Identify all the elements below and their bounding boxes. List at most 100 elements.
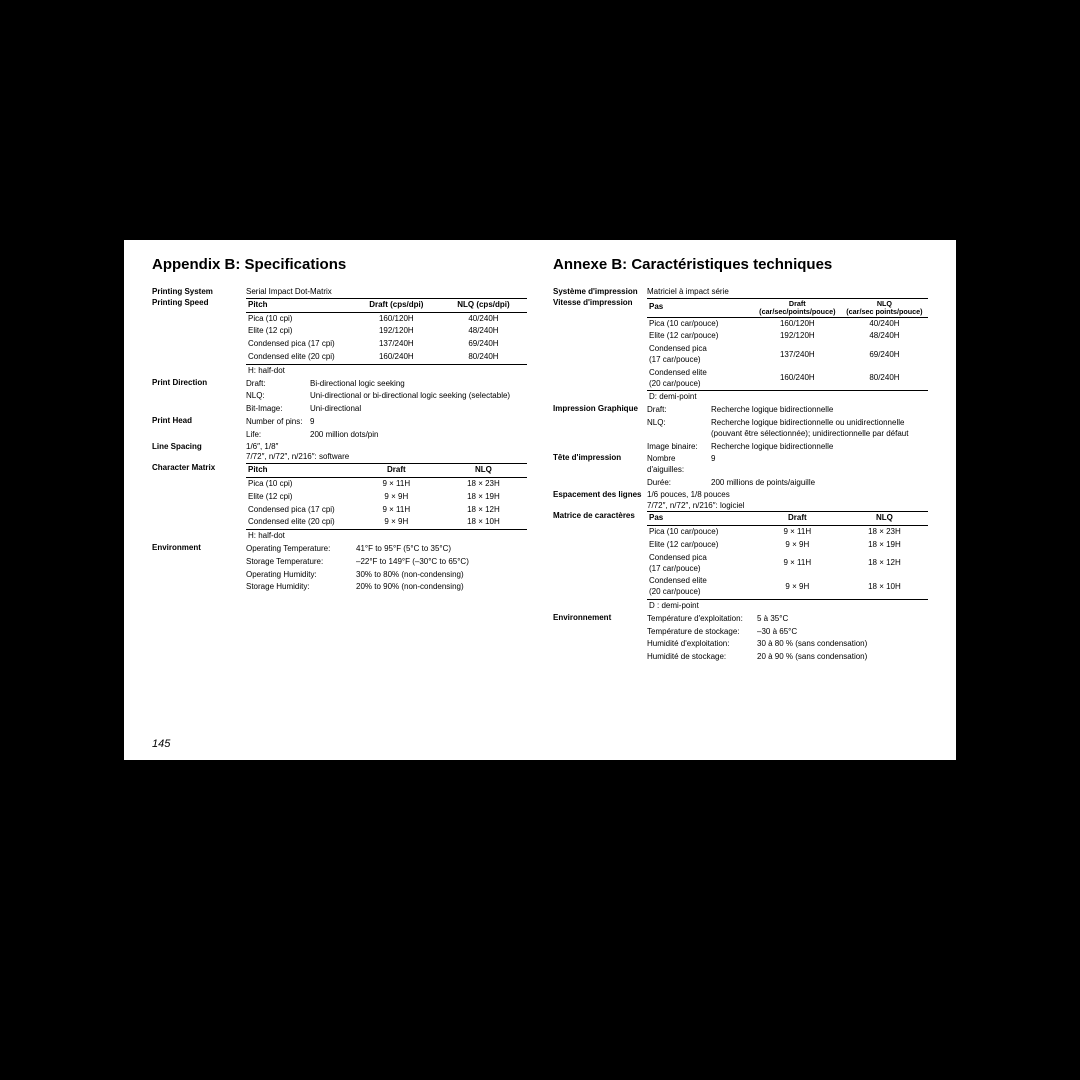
cell: 69/240H	[841, 343, 928, 367]
kv-right-head: Nombre d'aiguilles:9Durée:200 millions d…	[647, 453, 928, 489]
label: Printing Speed	[152, 298, 246, 378]
table-row: Condensed pica(17 car/pouce)9 × 11H18 × …	[647, 552, 928, 576]
table-row: Pica (10 car/pouce)160/120H40/240H	[647, 317, 928, 330]
kv-row: Nombre d'aiguilles:9	[647, 453, 928, 477]
right-column: Annexe B: Caractéristiques techniques Sy…	[553, 256, 928, 664]
kv-row: Draft:Bi-directional logic seeking	[246, 378, 527, 391]
cell: 137/240H	[353, 338, 440, 351]
page: Appendix B: Specifications Printing Syst…	[124, 240, 956, 760]
cell: Condensed pica (17 cpi)	[246, 338, 353, 351]
cell: 9 × 11H	[754, 552, 841, 576]
kv-row: Number of pins:9	[246, 416, 527, 429]
cell: Condensed pica (17 cpi)	[246, 504, 353, 517]
th: NLQ (cps/dpi)	[440, 298, 527, 312]
th: Pitch	[246, 298, 353, 312]
note: H: half-dot	[246, 530, 527, 543]
value: 5 à 35°C	[757, 614, 928, 625]
tbody-right-char: Pica (10 car/pouce)9 × 11H18 × 23HElite …	[647, 526, 928, 600]
cell: Pica (10 car/pouce)	[647, 526, 754, 539]
table-printing-speed: Pitch Draft (cps/dpi) NLQ (cps/dpi) Pica…	[246, 298, 527, 378]
cell: Condensed pica(17 car/pouce)	[647, 552, 754, 576]
line2: 7/72″, n/72″, n/216″: logiciel	[647, 501, 928, 512]
value: 1/6″, 1/8″ 7/72″, n/72″, n/216″: softwar…	[246, 442, 527, 464]
label: Environment	[152, 543, 246, 594]
cell: 18 × 19H	[841, 539, 928, 552]
cell: 48/240H	[841, 330, 928, 343]
value: 200 millions de points/aiguille	[711, 478, 928, 489]
key: Life:	[246, 430, 310, 441]
cell: 9 × 9H	[754, 575, 841, 599]
label: Printing System	[152, 287, 246, 298]
table-row: Condensed elite (20 cpi)9 × 9H18 × 10H	[246, 516, 527, 529]
table-row: Condensed pica(17 car/pouce)137/240H69/2…	[647, 343, 928, 367]
kv-left-head: Number of pins:9Life:200 million dots/pi…	[246, 416, 527, 442]
table-row: Elite (12 cpi)9 × 9H18 × 19H	[246, 491, 527, 504]
cell: 18 × 12H	[841, 552, 928, 576]
key: NLQ:	[246, 391, 310, 402]
kv-row: Storage Temperature:–22°F to 149°F (–30°…	[246, 556, 527, 569]
th: Pas	[647, 298, 754, 317]
cell: Condensed elite (20 cpi)	[246, 351, 353, 364]
value: 200 million dots/pin	[310, 430, 527, 441]
key: NLQ:	[647, 418, 711, 440]
row-printing-speed: Printing Speed Pitch Draft (cps/dpi) NLQ…	[152, 298, 527, 378]
cell: 137/240H	[754, 343, 841, 367]
kv-left-dir: Draft:Bi-directional logic seekingNLQ:Un…	[246, 378, 527, 416]
cell: 9 × 9H	[353, 491, 440, 504]
row-line-spacing: Espacement des lignes 1/6 pouces, 1/8 po…	[553, 490, 928, 512]
key: Température de stockage:	[647, 627, 757, 638]
row-line-spacing: Line Spacing 1/6″, 1/8″ 7/72″, n/72″, n/…	[152, 442, 527, 464]
label: Tête d'impression	[553, 453, 647, 489]
row-environment: Environnement Température d'exploitation…	[553, 613, 928, 664]
table-char-matrix: Pas Draft NLQ Pica (10 car/pouce)9 × 11H…	[647, 511, 928, 612]
th: NLQ	[841, 512, 928, 526]
table-row: Pica (10 car/pouce)9 × 11H18 × 23H	[647, 526, 928, 539]
row-printing-system: Système d'impression Matriciel à impact …	[553, 287, 928, 298]
th: Draft (cps/dpi)	[353, 298, 440, 312]
cell: Elite (12 car/pouce)	[647, 330, 754, 343]
speed-table: Pas Draft(car/sec/points/pouce) NLQ(car/…	[647, 298, 928, 392]
hdr-draft: Draft(car/sec/points/pouce)	[756, 300, 839, 316]
kv-row: Life:200 million dots/pin	[246, 429, 527, 442]
speed-table: Pitch Draft (cps/dpi) NLQ (cps/dpi) Pica…	[246, 298, 527, 365]
value: –30 à 65°C	[757, 627, 928, 638]
value: 9	[310, 417, 527, 428]
cell: 160/240H	[754, 367, 841, 391]
cell: 160/240H	[353, 351, 440, 364]
label: Vitesse d'impression	[553, 298, 647, 404]
label: Print Head	[152, 416, 246, 442]
cell: 9 × 11H	[353, 477, 440, 490]
kv-row: NLQ:Recherche logique bidirectionnelle o…	[647, 417, 928, 441]
row-printing-system: Printing System Serial Impact Dot-Matrix	[152, 287, 527, 298]
cell: 40/240H	[841, 317, 928, 330]
row-char-matrix: Character Matrix Pitch Draft NLQ Pica (1…	[152, 463, 527, 543]
label: Espacement des lignes	[553, 490, 647, 512]
value: Recherche logique bidirectionnelle	[711, 442, 928, 453]
line1: 1/6 pouces, 1/8 pouces	[647, 490, 928, 501]
label: Character Matrix	[152, 463, 246, 543]
key: Humidité de stockage:	[647, 652, 757, 663]
table-row: Condensed pica (17 cpi)9 × 11H18 × 12H	[246, 504, 527, 517]
note: D : demi-point	[647, 600, 928, 613]
key: Nombre d'aiguilles:	[647, 454, 711, 476]
cell: Elite (12 cpi)	[246, 325, 353, 338]
kv-row: Durée:200 millions de points/aiguille	[647, 477, 928, 490]
th: Draft	[754, 512, 841, 526]
kv-row: Bit-Image:Uni-directional	[246, 403, 527, 416]
cell: 80/240H	[841, 367, 928, 391]
key: Draft:	[647, 405, 711, 416]
value: –22°F to 149°F (–30°C to 65°C)	[356, 557, 527, 568]
kv-row: Image binaire:Recherche logique bidirect…	[647, 441, 928, 454]
kv-row: Humidité d'exploitation:30 à 80 % (sans …	[647, 638, 928, 651]
th: NLQ(car/sec points/pouce)	[841, 298, 928, 317]
tbody-left-speed: Pica (10 cpi)160/120H40/240HElite (12 cp…	[246, 312, 527, 364]
right-title: Annexe B: Caractéristiques techniques	[553, 256, 928, 273]
hdr-nlq: NLQ(car/sec points/pouce)	[843, 300, 926, 316]
cell: 18 × 10H	[841, 575, 928, 599]
cell: Condensed elite (20 cpi)	[246, 516, 353, 529]
cell: 9 × 11H	[353, 504, 440, 517]
cell: Pica (10 car/pouce)	[647, 317, 754, 330]
cell: 18 × 12H	[440, 504, 527, 517]
cell: 48/240H	[440, 325, 527, 338]
key: Number of pins:	[246, 417, 310, 428]
